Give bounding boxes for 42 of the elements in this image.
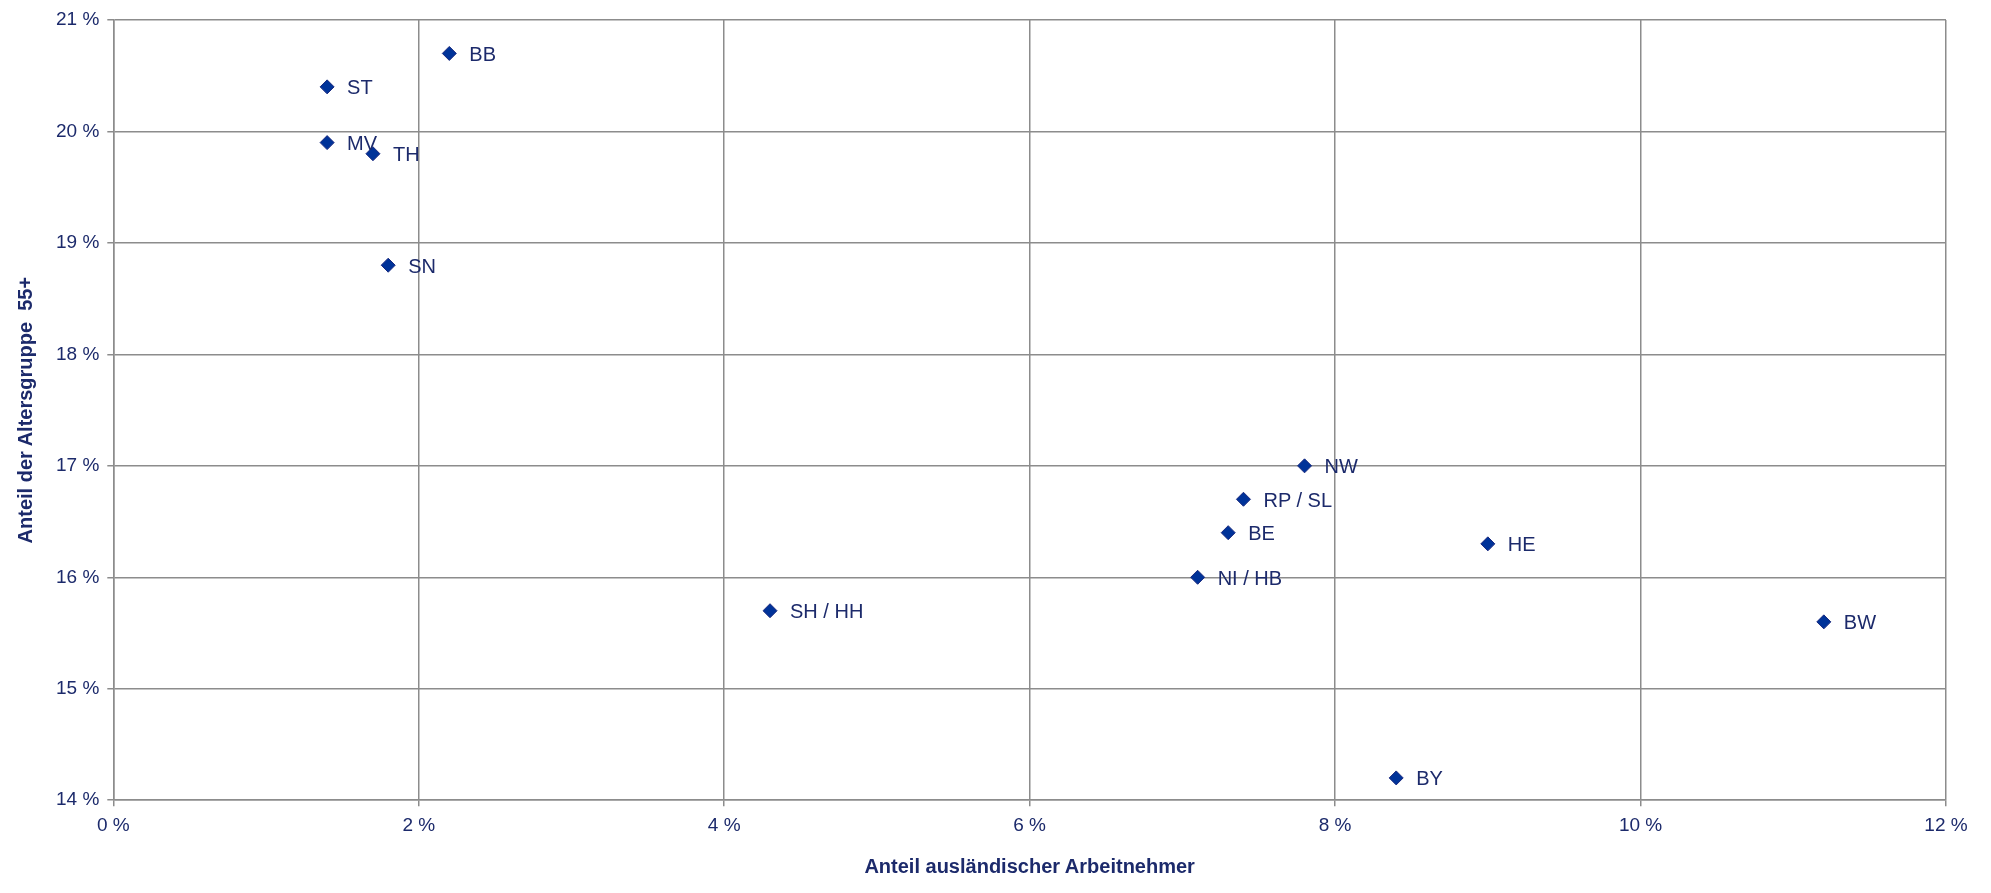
x-tick-label: 4 % (707, 813, 741, 835)
x-tick-label: 2 % (402, 813, 436, 835)
y-tick-label: 17 % (55, 454, 100, 476)
x-tick-label: 12 % (1924, 813, 1968, 835)
y-tick-label: 20 % (55, 119, 100, 141)
point (319, 79, 335, 95)
point (1220, 525, 1236, 541)
point (441, 45, 457, 61)
point (1297, 458, 1313, 474)
annotation: BY (1416, 767, 1443, 790)
annotation: TH (392, 143, 420, 166)
x-tick-label: 10 % (1618, 813, 1663, 835)
point (1235, 491, 1251, 507)
annotation: NW (1324, 455, 1358, 478)
annotation: BB (469, 42, 496, 65)
x-axis-title: Anteil ausländischer Arbeitnehmer (864, 854, 1196, 877)
annotation: NI / HB (1217, 566, 1283, 589)
y-tick-label: 21 % (55, 8, 100, 30)
annotation: ST (347, 76, 373, 99)
y-tick-label: 14 % (55, 788, 100, 810)
point (1816, 614, 1832, 630)
x-tick-label: 8 % (1318, 813, 1352, 835)
y-axis-title: Anteil der Altersgruppe 55+ (13, 276, 36, 544)
x-tick-label: 6 % (1013, 813, 1047, 835)
point (1480, 536, 1496, 552)
point (319, 135, 335, 151)
point (1190, 569, 1206, 585)
annotation: BW (1843, 611, 1877, 634)
y-tick-label: 16 % (55, 565, 100, 587)
annotation: RP / SL (1263, 488, 1333, 511)
point (762, 603, 778, 619)
y-tick-label: 15 % (55, 676, 100, 698)
annotation: BE (1248, 522, 1275, 545)
y-tick-label: 18 % (55, 342, 100, 364)
annotation: HE (1507, 533, 1536, 556)
annotation: MV (347, 132, 378, 155)
y-tick-label: 19 % (55, 231, 100, 253)
x-tick-label: 0 % (96, 813, 130, 835)
annotation: SN (408, 254, 437, 277)
point (1388, 770, 1404, 786)
point (380, 257, 396, 273)
annotation: SH / HH (790, 600, 864, 623)
